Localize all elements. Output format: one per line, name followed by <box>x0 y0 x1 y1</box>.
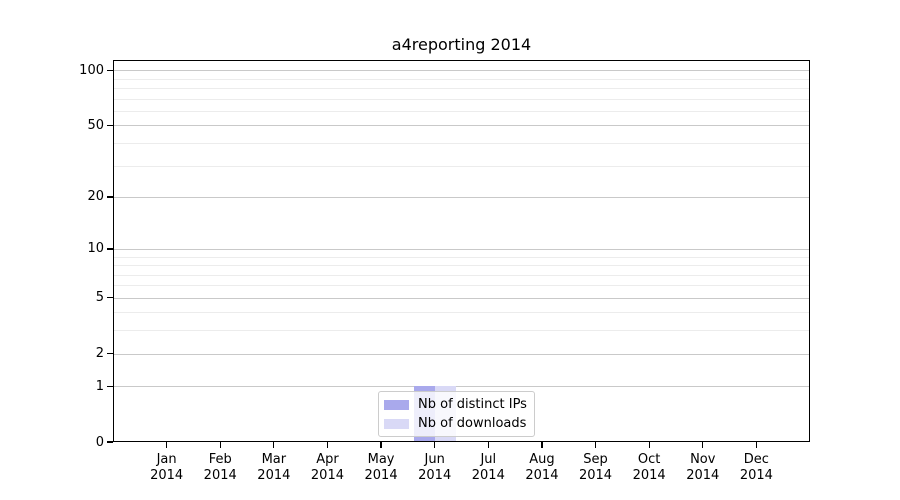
x-axis-tick <box>594 442 597 448</box>
x-tick-label-line: 2014 <box>739 468 773 483</box>
plot-area <box>113 60 810 442</box>
gridline-minor <box>114 88 809 90</box>
x-tick-label: Apr 2014 <box>295 452 359 484</box>
x-tick-label-line: 2014 <box>686 468 720 483</box>
y-axis-tick <box>107 441 113 443</box>
legend-swatch-downloads <box>384 418 409 429</box>
gridline-minor <box>114 143 809 145</box>
gridline-major <box>114 353 809 355</box>
x-tick-label-line: 2014 <box>525 468 559 483</box>
gridline-minor <box>114 285 809 287</box>
gridline-major <box>114 248 809 250</box>
y-axis-tick <box>107 385 113 387</box>
x-tick-label: Nov 2014 <box>671 452 735 484</box>
gridline-minor <box>114 330 809 332</box>
x-tick-label-line: 2014 <box>364 468 398 483</box>
x-tick-label-line: 2014 <box>471 468 505 483</box>
x-tick-label-line: Apr <box>316 452 339 467</box>
x-tick-label: Mar 2014 <box>242 452 306 484</box>
y-tick-label: 5 <box>95 290 104 306</box>
x-tick-label-line: 2014 <box>310 468 344 483</box>
x-axis-tick <box>165 442 168 448</box>
gridline-minor <box>114 256 809 258</box>
legend: Nb of distinct IPs Nb of downloads <box>378 391 535 437</box>
legend-label: Nb of downloads <box>418 416 527 431</box>
y-tick-label: 20 <box>87 189 104 205</box>
y-tick-label: 50 <box>87 117 104 133</box>
x-tick-label: Jul 2014 <box>456 452 520 484</box>
gridline-major <box>114 125 809 127</box>
x-tick-label-line: 2014 <box>257 468 291 483</box>
x-tick-label-line: 2014 <box>418 468 452 483</box>
gridline-minor <box>114 312 809 314</box>
gridline-minor <box>114 78 809 80</box>
x-axis-tick <box>648 442 650 448</box>
x-axis-tick <box>487 442 489 448</box>
x-axis-tick <box>434 442 436 448</box>
y-axis-tick <box>107 124 113 127</box>
x-tick-label-line: 2014 <box>150 468 184 483</box>
x-axis-tick <box>541 442 543 448</box>
x-axis-tick <box>273 442 275 448</box>
legend-swatch-distinct-ips <box>384 399 409 410</box>
x-tick-label-line: May <box>367 452 395 467</box>
legend-item: Nb of distinct IPs <box>384 397 527 412</box>
y-tick-label: 2 <box>95 346 104 362</box>
y-tick-label: 10 <box>87 241 104 257</box>
x-tick-label-line: Sep <box>583 452 608 467</box>
x-tick-label: Oct 2014 <box>617 452 681 484</box>
gridline-minor <box>114 111 809 113</box>
x-tick-label: Aug 2014 <box>510 452 574 484</box>
x-tick-label: Jan 2014 <box>135 452 199 484</box>
x-tick-label-line: Jun <box>424 452 445 467</box>
x-tick-label-line: Jan <box>156 452 177 467</box>
x-tick-label-line: Oct <box>637 452 661 467</box>
y-axis-tick <box>107 248 113 250</box>
legend-item: Nb of downloads <box>384 416 527 431</box>
gridline-minor <box>114 265 809 267</box>
gridline-major <box>114 297 809 299</box>
gridline-major <box>114 386 809 388</box>
x-axis-tick <box>702 442 704 448</box>
x-axis-tick <box>380 442 382 448</box>
y-axis-tick <box>107 69 113 72</box>
x-tick-label: May 2014 <box>349 452 413 484</box>
x-tick-label-line: Mar <box>261 452 287 467</box>
legend-label: Nb of distinct IPs <box>418 397 527 412</box>
y-axis-tick <box>107 352 113 355</box>
y-axis-tick <box>107 196 113 198</box>
x-tick-label-line: 2014 <box>578 468 613 483</box>
x-tick-label: Feb 2014 <box>188 452 252 484</box>
gridline-major <box>114 196 809 198</box>
gridline-minor <box>114 274 809 276</box>
x-tick-label-line: 2014 <box>632 468 666 483</box>
x-tick-label: Dec 2014 <box>724 452 788 484</box>
x-tick-label-line: Jul <box>480 452 497 467</box>
y-tick-label: 0 <box>95 434 104 450</box>
y-tick-label: 100 <box>79 62 104 78</box>
x-axis-tick <box>219 442 221 448</box>
x-axis-tick <box>755 442 758 448</box>
x-tick-label: Sep 2014 <box>564 452 628 484</box>
x-tick-label-line: Dec <box>743 452 769 467</box>
x-tick-label-line: Feb <box>208 452 232 467</box>
y-axis-tick <box>107 297 113 299</box>
x-tick-label-line: 2014 <box>203 468 237 483</box>
gridline-minor <box>114 98 809 100</box>
x-axis-tick <box>326 442 329 448</box>
y-tick-label: 1 <box>95 378 104 394</box>
chart-title: a4reporting 2014 <box>391 35 532 54</box>
gridline-minor <box>114 165 809 167</box>
x-tick-label-line: Nov <box>690 452 716 467</box>
x-tick-label: Jun 2014 <box>403 452 467 484</box>
x-tick-label-line: Aug <box>529 452 555 467</box>
gridline-major <box>114 70 809 72</box>
